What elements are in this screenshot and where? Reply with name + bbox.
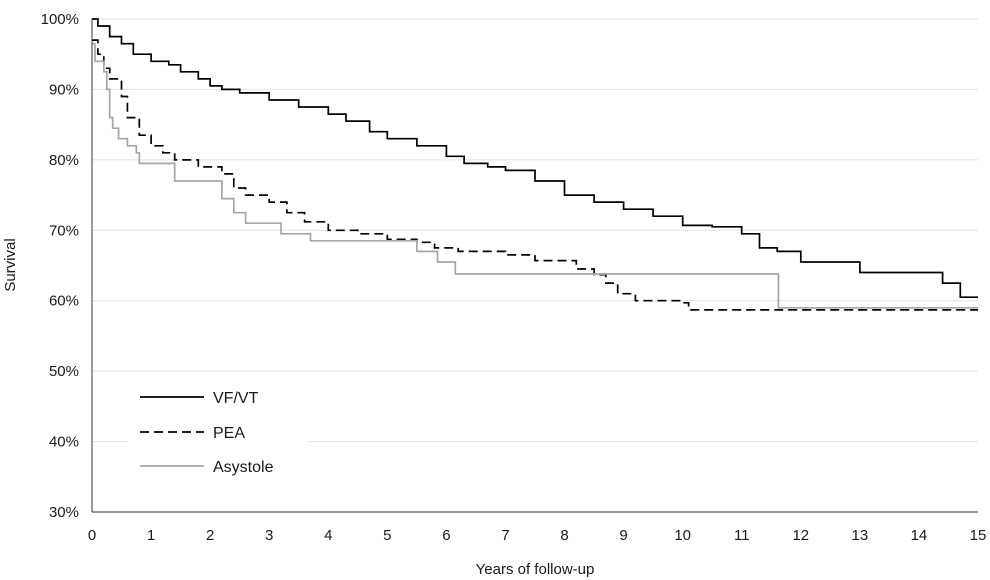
y-tick-label: 70%	[49, 222, 79, 239]
x-tick-label: 6	[442, 527, 450, 544]
y-tick-label: 60%	[49, 293, 79, 310]
x-tick-label: 14	[911, 527, 928, 544]
x-tick-label: 4	[324, 527, 332, 544]
x-tick-label: 12	[792, 527, 809, 544]
y-axis-title: Survival	[2, 238, 19, 291]
x-tick-label: 1	[147, 527, 155, 544]
legend-label: Asystole	[213, 459, 274, 476]
x-axis-title: Years of follow-up	[476, 561, 595, 578]
x-tick-label: 13	[852, 527, 869, 544]
y-tick-label: 80%	[49, 152, 79, 169]
x-tick-label: 7	[501, 527, 509, 544]
y-tick-label: 90%	[49, 81, 79, 98]
y-tick-label: 30%	[49, 504, 79, 521]
legend-label: PEA	[213, 425, 245, 442]
series-lines	[92, 18, 978, 311]
x-tick-label: 9	[619, 527, 627, 544]
legend-label: VF/VT	[213, 390, 259, 407]
x-axis-tick-labels: 0 1 2 3 4 5 6 7 8 9 10 11 12 13 14 15	[88, 527, 987, 544]
x-tick-label: 11	[734, 527, 750, 544]
x-tick-label: 10	[674, 527, 691, 544]
y-tick-label: 50%	[49, 363, 79, 380]
x-tick-label: 8	[560, 527, 568, 544]
series-line-vf-vt	[92, 18, 978, 299]
x-tick-label: 2	[206, 527, 214, 544]
x-tick-label: 0	[88, 527, 96, 544]
x-tick-label: 3	[265, 527, 273, 544]
y-axis-tick-labels: 30% 40% 50% 60% 70% 80% 90% 100%	[41, 11, 79, 521]
y-tick-label: 100%	[41, 11, 79, 28]
series-line-asystole	[92, 42, 978, 309]
legend: VF/VT PEA Asystole	[128, 375, 308, 485]
y-tick-label: 40%	[49, 434, 79, 451]
x-tick-label: 5	[383, 527, 391, 544]
x-tick-label: 15	[970, 527, 987, 544]
